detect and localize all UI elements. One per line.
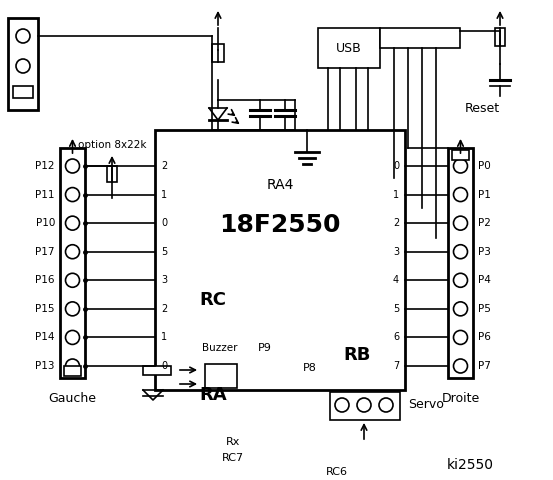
Text: P17: P17 [35, 247, 55, 257]
Text: P12: P12 [35, 161, 55, 171]
Text: P7: P7 [478, 361, 491, 371]
Text: ki2550: ki2550 [446, 458, 493, 472]
Text: P8: P8 [303, 363, 317, 373]
Text: Gauche: Gauche [49, 392, 97, 405]
Text: 1: 1 [161, 190, 167, 200]
Text: 2: 2 [161, 161, 167, 171]
Bar [60, 148, 85, 378]
Text: P14: P14 [35, 333, 55, 342]
Bar [495, 28, 505, 46]
Text: Droite: Droite [441, 392, 479, 405]
Bar [13, 86, 33, 98]
Text: 0: 0 [161, 361, 167, 371]
Text: 0: 0 [161, 218, 167, 228]
Text: 1: 1 [393, 190, 399, 200]
Text: P10: P10 [35, 218, 55, 228]
Bar [8, 18, 38, 110]
Text: Rx: Rx [226, 437, 240, 447]
Bar [448, 148, 473, 378]
Text: P13: P13 [35, 361, 55, 371]
Text: USB: USB [336, 41, 362, 55]
Bar [212, 44, 224, 62]
Text: 4: 4 [393, 276, 399, 285]
Text: 3: 3 [161, 276, 167, 285]
Bar [107, 166, 117, 182]
Text: P9: P9 [258, 343, 272, 353]
Bar [318, 28, 380, 68]
Bar [452, 150, 469, 160]
Text: P5: P5 [478, 304, 491, 314]
Text: P3: P3 [478, 247, 491, 257]
Text: option 8x22k: option 8x22k [78, 140, 146, 150]
Bar [64, 366, 81, 376]
Text: 18F2550: 18F2550 [219, 213, 341, 237]
Text: RA: RA [199, 386, 227, 404]
Text: P11: P11 [35, 190, 55, 200]
Text: P4: P4 [478, 276, 491, 285]
Bar [330, 392, 400, 420]
Bar [205, 364, 237, 388]
Text: 7: 7 [393, 361, 399, 371]
Text: 2: 2 [393, 218, 399, 228]
Text: RC: RC [200, 291, 227, 309]
Text: Reset: Reset [465, 101, 499, 115]
Text: 1: 1 [161, 333, 167, 342]
Text: 0: 0 [393, 161, 399, 171]
Text: P2: P2 [478, 218, 491, 228]
Text: 5: 5 [393, 304, 399, 314]
Text: P6: P6 [478, 333, 491, 342]
Text: P16: P16 [35, 276, 55, 285]
Text: P15: P15 [35, 304, 55, 314]
Text: 3: 3 [393, 247, 399, 257]
Text: RC6: RC6 [326, 467, 348, 477]
Text: RB: RB [343, 346, 371, 364]
Text: 5: 5 [161, 247, 167, 257]
Bar [155, 130, 405, 390]
Bar [143, 366, 171, 375]
Text: RC7: RC7 [222, 453, 244, 463]
Text: RA4: RA4 [267, 178, 294, 192]
Text: 2: 2 [161, 304, 167, 314]
Text: Buzzer: Buzzer [202, 343, 238, 353]
Text: 6: 6 [393, 333, 399, 342]
Text: Servo: Servo [408, 398, 444, 411]
Text: P1: P1 [478, 190, 491, 200]
Text: P0: P0 [478, 161, 491, 171]
Bar [380, 28, 460, 48]
